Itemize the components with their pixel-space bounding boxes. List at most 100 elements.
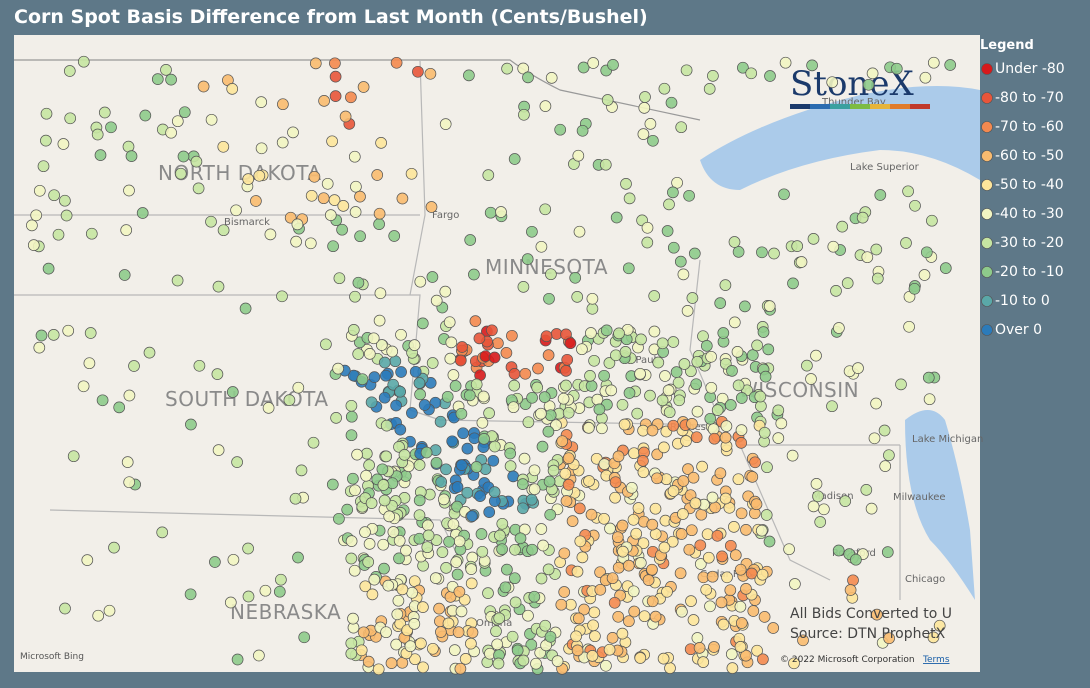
bid-dot xyxy=(704,412,717,425)
bid-dot xyxy=(63,65,76,77)
bid-dot xyxy=(707,70,719,82)
bid-dot xyxy=(466,510,478,522)
bid-dot xyxy=(473,332,486,345)
bid-dot xyxy=(377,479,390,491)
bid-dot xyxy=(333,272,346,285)
bid-dot xyxy=(413,494,426,507)
bid-dot xyxy=(345,410,358,423)
bid-dot xyxy=(305,189,318,202)
bid-dot xyxy=(680,64,693,77)
bid-dot xyxy=(535,572,548,585)
bid-dot xyxy=(861,251,874,264)
bid-dot xyxy=(255,96,268,108)
bid-dot xyxy=(454,354,467,367)
bid-dot xyxy=(470,378,483,391)
bid-dot xyxy=(586,292,599,305)
bid-dot xyxy=(635,333,647,346)
bid-dot xyxy=(708,641,720,653)
bid-dot xyxy=(674,255,687,268)
bid-dot xyxy=(332,362,344,375)
bid-dot xyxy=(920,246,933,259)
bid-dot xyxy=(178,106,191,119)
bid-dot xyxy=(393,534,406,547)
bid-dot xyxy=(623,192,636,205)
bid-dot xyxy=(171,115,184,128)
bid-dot xyxy=(209,556,221,568)
bid-dot xyxy=(608,596,621,609)
bid-dot xyxy=(764,70,776,82)
bid-dot xyxy=(276,290,288,303)
bid-dot xyxy=(359,526,371,538)
bid-dot xyxy=(424,67,437,80)
bid-dot xyxy=(783,543,795,556)
bid-dot xyxy=(866,67,879,80)
bid-dot xyxy=(487,454,500,467)
bid-dot xyxy=(442,617,455,630)
bid-dot xyxy=(474,490,486,502)
bid-dot xyxy=(391,608,404,621)
bid-dot xyxy=(732,379,745,392)
bid-dot xyxy=(535,407,547,420)
bid-dot xyxy=(309,57,322,70)
bid-dot xyxy=(451,568,464,581)
bid-dot xyxy=(658,441,670,454)
bid-dot xyxy=(839,495,852,507)
bid-dot xyxy=(836,220,849,233)
bid-dot xyxy=(557,392,570,405)
bid-dot xyxy=(492,337,504,350)
bid-dot xyxy=(574,535,587,548)
bid-dot xyxy=(756,246,768,259)
bid-dot xyxy=(91,128,104,141)
bid-dot xyxy=(422,519,434,532)
bid-dot xyxy=(558,586,571,598)
bid-dot xyxy=(226,386,239,398)
bid-dot xyxy=(944,59,957,71)
bid-dot xyxy=(772,432,785,444)
bid-dot xyxy=(324,209,337,221)
bid-dot xyxy=(637,455,649,467)
bid-dot xyxy=(870,397,882,410)
bid-dot xyxy=(922,371,935,384)
bid-dot xyxy=(671,176,683,189)
bid-dot xyxy=(42,262,55,275)
bid-dot xyxy=(525,638,538,651)
bid-dot xyxy=(749,456,761,469)
bid-dot xyxy=(494,529,506,542)
bid-dot xyxy=(576,124,589,137)
place-label: St Paul xyxy=(622,355,656,366)
bid-dot xyxy=(255,142,268,155)
bid-dot xyxy=(572,612,585,625)
bid-dot xyxy=(351,448,363,461)
bid-dot xyxy=(376,463,389,476)
note: All Bids Converted to U xyxy=(790,606,952,622)
bid-dot xyxy=(390,399,402,412)
bid-dot xyxy=(380,419,393,432)
bid-dot xyxy=(634,557,647,569)
bid-dot xyxy=(359,580,372,593)
bid-dot xyxy=(616,627,629,640)
bid-dot xyxy=(895,378,907,391)
bid-dot xyxy=(729,549,742,561)
bid-dot xyxy=(47,329,60,341)
bid-dot xyxy=(673,394,686,407)
bid-dot xyxy=(686,292,699,304)
bid-dot xyxy=(646,424,659,437)
bid-dot xyxy=(320,338,332,351)
bid-dot xyxy=(375,137,387,149)
bid-dot xyxy=(662,384,675,397)
bid-dot xyxy=(501,563,513,576)
place-label: Cedar Rapids xyxy=(700,569,766,580)
bid-dot xyxy=(337,200,350,212)
bid-dot xyxy=(656,337,669,350)
bid-dot xyxy=(522,71,534,84)
bid-dot xyxy=(603,357,616,369)
terms-link[interactable]: Terms xyxy=(922,655,950,665)
bid-dot xyxy=(308,170,321,183)
bid-dot xyxy=(638,102,651,114)
bid-dot xyxy=(666,535,679,548)
bid-dot xyxy=(517,62,530,75)
bid-dot xyxy=(435,626,447,638)
bid-dot xyxy=(123,476,136,489)
bid-dot xyxy=(476,416,489,429)
bid-dot xyxy=(919,71,932,84)
